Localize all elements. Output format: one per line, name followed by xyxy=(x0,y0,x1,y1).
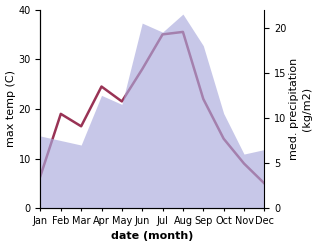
X-axis label: date (month): date (month) xyxy=(111,231,194,242)
Y-axis label: med. precipitation
(kg/m2): med. precipitation (kg/m2) xyxy=(289,58,313,160)
Y-axis label: max temp (C): max temp (C) xyxy=(5,70,16,147)
